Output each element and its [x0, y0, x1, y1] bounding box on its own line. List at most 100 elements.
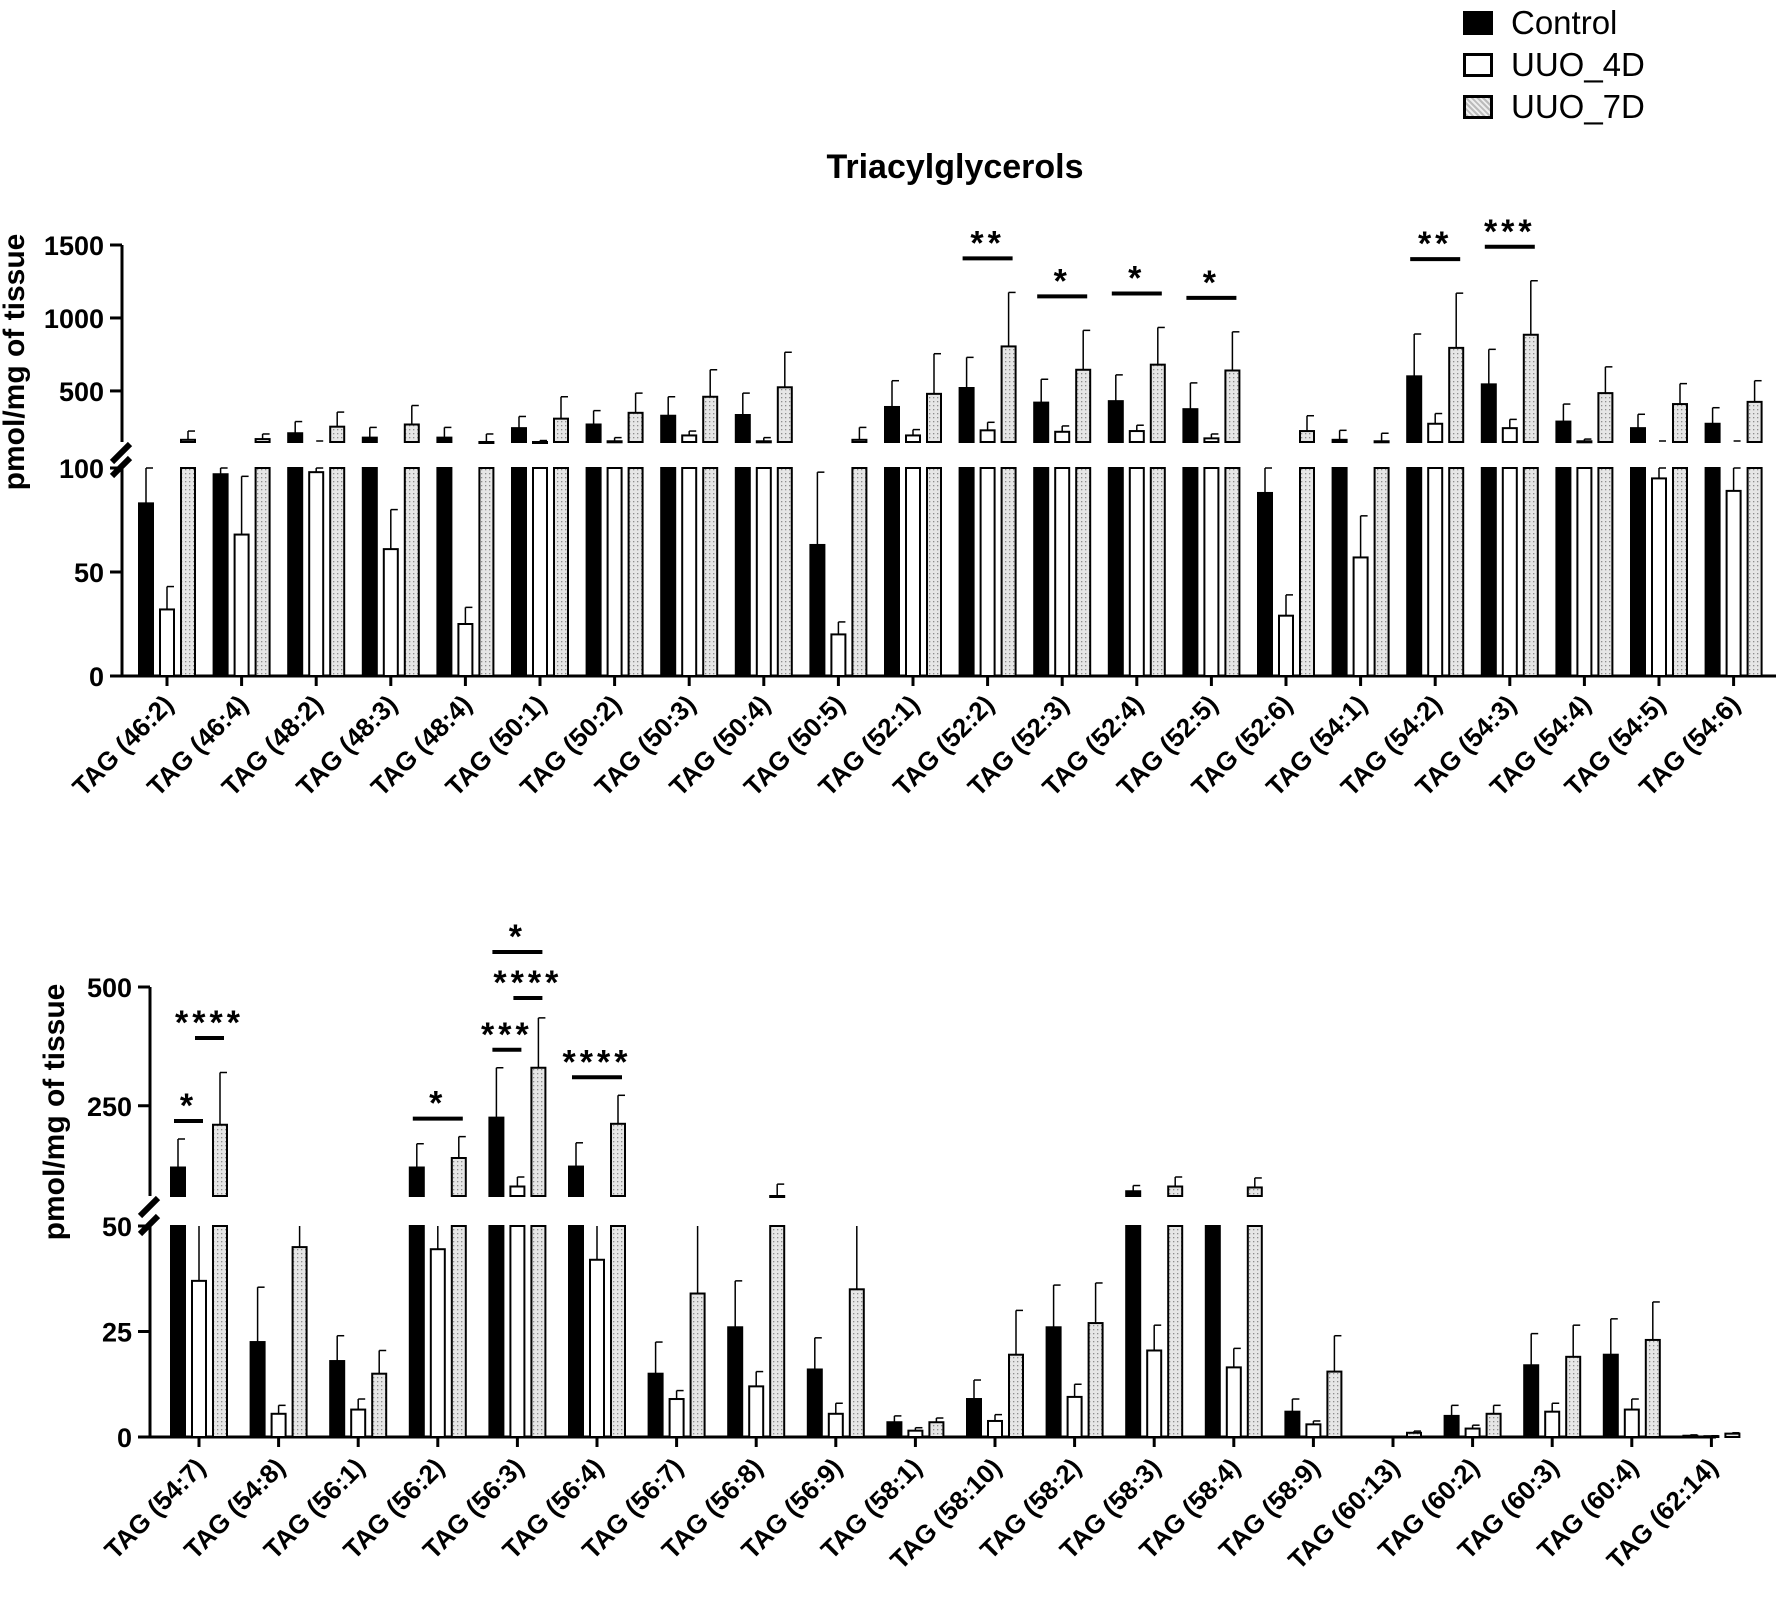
- panel1-bar-control-tag-52-6: [1257, 491, 1273, 677]
- panel1-sig-control-uuo-7d-tag-52-4-label: *: [1128, 259, 1145, 297]
- panel1-y-tick-label-upper-500: 500: [59, 377, 104, 407]
- panel1-bar-uuo-4d-tag-50-2-lower: [606, 467, 623, 677]
- panel1-bar-control-tag-52-5-lower: [1182, 467, 1199, 677]
- panel1-bar-uuo-7d-tag-54-4-lower: [1597, 467, 1614, 677]
- panel2-bar-control-tag-56-2: [408, 1166, 425, 1197]
- panel2-bar-control-tag-56-9: [806, 1368, 823, 1438]
- panel2-bar-uuo-4d-tag-60-2: [1464, 1427, 1481, 1439]
- panel2-y-tick-label-lower-25: 25: [102, 1318, 132, 1348]
- panel2-sig-control-uuo-4d-tag-56-3-label: ***: [481, 1016, 533, 1054]
- panel1-y-tick-label-upper-1000: 1000: [44, 304, 104, 334]
- panel1-bar-uuo-4d-tag-48-4: [457, 623, 474, 677]
- panel2-bar-uuo-7d-tag-56-4-lower: [610, 1225, 626, 1438]
- panel1-bar-control-tag-54-5-lower: [1630, 467, 1646, 677]
- panel1-bar-control-tag-50-2: [585, 423, 602, 444]
- legend-item-uuo-4d: UUO_4D: [1463, 44, 1645, 86]
- panel1-bar-uuo-4d-tag-54-4-lower: [1576, 467, 1593, 677]
- panel2-bar-uuo-7d-tag-56-3: [530, 1066, 547, 1197]
- panel1-bar-uuo-4d-tag-48-3: [382, 548, 399, 677]
- panel1-break-mark: [109, 441, 133, 465]
- panel1-bar-uuo-7d-tag-48-2-lower: [329, 467, 346, 677]
- panel1-bar-control-tag-54-2-lower: [1406, 467, 1423, 677]
- panel1-bar-uuo-4d-tag-52-5: [1203, 437, 1220, 443]
- panel1-bar-uuo-4d-tag-50-4: [755, 440, 772, 444]
- panel1-bar-uuo-4d-tag-54-2-lower: [1427, 467, 1444, 677]
- panel2-bar-uuo-7d-tag-58-1: [928, 1421, 945, 1438]
- legend-swatch-uuo-7d: [1463, 95, 1493, 119]
- panel1-bar-uuo-7d-tag-52-1-lower: [926, 467, 942, 677]
- panel1-bar-uuo-7d-tag-54-2: [1448, 346, 1465, 443]
- panel1-bar-control-tag-52-1-lower: [884, 467, 900, 677]
- panel1-bar-uuo-4d-tag-50-3-lower: [681, 467, 698, 677]
- panel1-bar-uuo-7d-tag-48-4-lower: [478, 467, 495, 677]
- panel2-sig-control-uuo-7d-tag-56-4-label: ****: [563, 1043, 632, 1081]
- panel1-bar-uuo-4d-tag-54-3: [1501, 427, 1518, 443]
- panel1-bar-control-tag-48-2: [287, 432, 304, 444]
- panel2-bar-uuo-7d-tag-58-2: [1087, 1322, 1104, 1439]
- panel1-bar-uuo-7d-tag-52-6: [1299, 430, 1315, 443]
- panel1-bar-uuo-7d-tag-52-5: [1224, 369, 1241, 444]
- panel1-bar-uuo-4d-tag-54-2: [1427, 422, 1444, 443]
- panel2-bar-uuo-7d-tag-60-4: [1644, 1338, 1661, 1438]
- panel1-bar-uuo-4d-tag-46-4: [233, 533, 250, 677]
- panel2-y-tick-label-lower-50: 50: [102, 1212, 132, 1242]
- panel1-y-tick-label-upper-1500: 1500: [44, 231, 104, 261]
- panel1-bar-uuo-7d-tag-52-4-lower: [1149, 467, 1166, 677]
- panel1-bar-uuo-7d-tag-54-3: [1522, 333, 1539, 443]
- legend-label-uuo-4d: UUO_4D: [1511, 46, 1645, 83]
- panel2-bar-uuo-7d-tag-58-10: [1008, 1353, 1024, 1438]
- panel1-bar-uuo-7d-tag-54-6: [1746, 400, 1763, 443]
- panel2-bar-uuo-7d-tag-56-8: [769, 1195, 786, 1198]
- panel2-bar-uuo-4d-tag-60-3: [1544, 1410, 1561, 1439]
- panel1-bar-control-tag-50-3-lower: [660, 467, 677, 677]
- panel1-bar-uuo-7d-tag-48-4: [478, 441, 495, 444]
- panel2-bar-control-tag-58-2: [1045, 1326, 1062, 1439]
- panel2-bar-uuo-7d-tag-62-14: [1724, 1432, 1741, 1439]
- legend-swatch-uuo-4d: [1463, 53, 1493, 77]
- panel1-bar-uuo-7d-tag-50-5-lower: [851, 467, 868, 677]
- panel2-bar-control-tag-58-3-lower: [1125, 1225, 1142, 1438]
- panel1-bar-uuo-7d-tag-46-4: [254, 438, 271, 444]
- panel1-bar-uuo-7d-tag-52-2: [1000, 345, 1017, 443]
- panel1-bar-uuo-7d-tag-46-2: [180, 438, 196, 443]
- panel1-bar-control-tag-46-4: [212, 473, 229, 677]
- panel1-bar-uuo-7d-tag-48-3-lower: [403, 467, 420, 677]
- panel1-bar-control-tag-50-2-lower: [585, 467, 602, 677]
- panel2-bar-uuo-4d-tag-58-4: [1225, 1366, 1242, 1438]
- panel2-bar-uuo-4d-tag-58-1: [907, 1429, 924, 1439]
- panel1-bar-uuo-7d-tag-50-5: [851, 438, 868, 443]
- panel2-bar-uuo-4d-tag-58-10: [987, 1419, 1003, 1438]
- panel2-bar-uuo-7d-tag-54-7: [212, 1123, 228, 1197]
- legend: Control UUO_4D UUO_7D: [1463, 2, 1645, 128]
- panel1-bar-control-tag-50-4: [734, 414, 751, 443]
- legend-label-uuo-7d: UUO_7D: [1511, 88, 1645, 125]
- panel1-bar-uuo-4d-tag-54-1: [1352, 556, 1369, 677]
- panel2-bar-uuo-7d-tag-56-3-lower: [530, 1225, 547, 1438]
- panel2-bar-uuo-7d-tag-58-4: [1246, 1186, 1263, 1197]
- panel2-bar-control-tag-58-1: [886, 1421, 903, 1438]
- panel1-bar-uuo-4d-tag-54-4: [1576, 440, 1593, 444]
- panel1-bar-control-tag-54-4: [1555, 420, 1572, 444]
- panel1-bar-control-tag-54-4-lower: [1555, 467, 1572, 677]
- panel2-bar-uuo-7d-tag-54-7-lower: [212, 1225, 228, 1438]
- y-axis-label-bottom: pmol/mg of tissue: [38, 983, 71, 1241]
- panel2-bar-uuo-4d-tag-56-1: [350, 1408, 367, 1438]
- panel1-bar-uuo-7d-tag-52-3: [1075, 368, 1092, 443]
- panel2-bar-uuo-7d-tag-58-9: [1326, 1370, 1343, 1438]
- panel1-bar-uuo-7d-tag-54-1-lower: [1373, 467, 1390, 677]
- panel1-sig-control-uuo-7d-tag-52-5-label: *: [1203, 264, 1220, 302]
- panel1-bar-control-tag-50-5: [809, 543, 826, 678]
- panel1-bar-uuo-7d-tag-54-4: [1597, 392, 1614, 443]
- panel2-bar-uuo-4d-tag-56-9: [827, 1412, 844, 1439]
- panel2-bar-uuo-7d-tag-58-3-lower: [1167, 1225, 1184, 1438]
- panel1-bar-uuo-4d-tag-52-3: [1054, 430, 1071, 444]
- panel1-bar-control-tag-52-3: [1033, 401, 1050, 444]
- panel2-bar-uuo-7d-tag-54-8: [291, 1246, 308, 1438]
- panel1-sig-control-uuo-7d-tag-52-3-label: *: [1054, 262, 1071, 300]
- panel2-bar-uuo-7d-tag-56-7: [689, 1292, 706, 1439]
- panel2-bar-control-tag-56-1: [329, 1360, 346, 1439]
- y-axis-label-top: pmol/mg of tissue: [0, 233, 31, 491]
- panel1-bar-control-tag-52-4: [1107, 400, 1124, 444]
- panel2-bar-control-tag-60-4: [1602, 1353, 1619, 1438]
- panel2-bar-control-tag-56-7: [647, 1372, 664, 1438]
